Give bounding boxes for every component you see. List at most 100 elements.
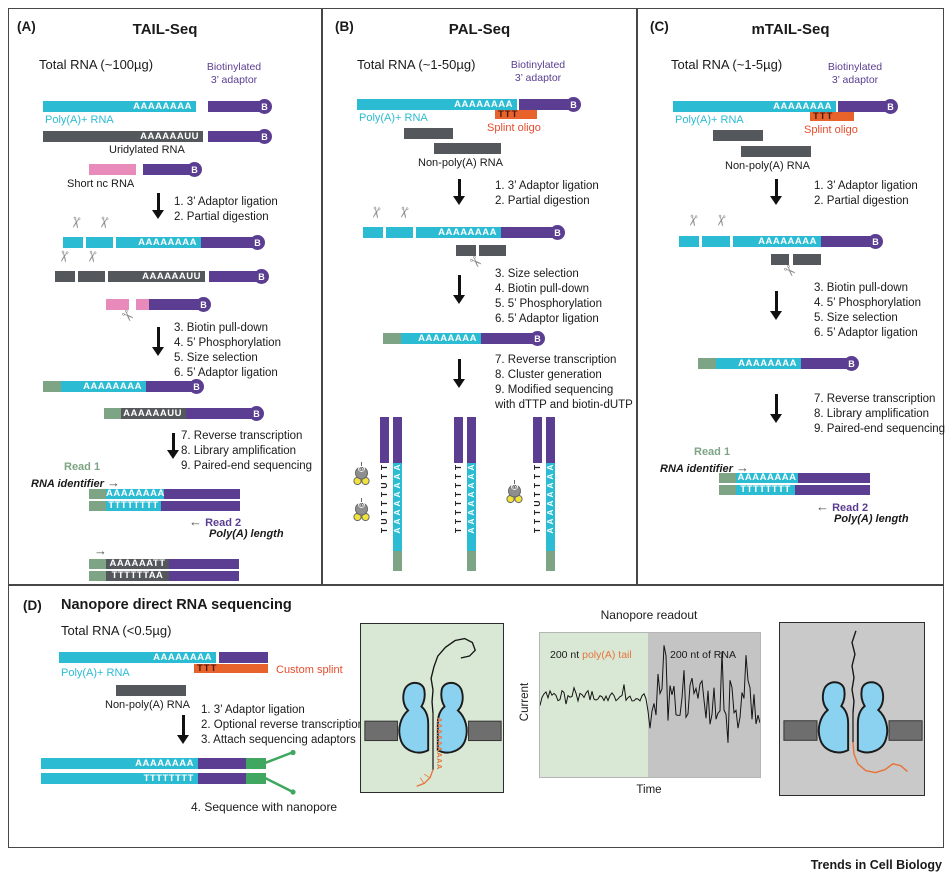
nanopore-exit-svg (783, 630, 923, 774)
readout-title: Nanopore readout (600, 608, 698, 622)
read1-label: Read 1 (64, 461, 101, 473)
adaptor-fork (265, 750, 296, 795)
nanopore-entry-svg: AAAAAAAAA (364, 624, 502, 787)
panel-d: (D) Nanopore direct RNA sequencing Total… (8, 585, 944, 848)
rna-fragment-bar: AAAAAAAA (733, 236, 821, 247)
read-pair-bar (798, 473, 870, 483)
polya-region (540, 633, 648, 777)
rna-fragment-bar: AAAAAAAA (416, 227, 501, 238)
down-arrow (770, 179, 783, 205)
custom-splint-bar: TTT (194, 663, 268, 673)
biotin-circle: B (257, 129, 272, 144)
biotin-circle: B (254, 269, 269, 284)
down-arrow (453, 359, 466, 388)
five-prime-adaptor-bar (698, 358, 716, 369)
scissors-icon: ✂ (365, 204, 385, 221)
adaptor-bar (198, 773, 246, 784)
svg-text:B: B (360, 503, 366, 507)
steps-3-6: 3. Biotin pull-down 4. 5’ Phosphorylation… (174, 322, 281, 379)
panel-d-input-amount: Total RNA (<0.5µg) (61, 623, 172, 638)
non-polya-rna-bar (713, 130, 763, 141)
sequencing-adaptor-bar (246, 773, 266, 784)
splint-oligo-bar: TTT (495, 109, 537, 119)
scissors-icon: ✂ (393, 204, 413, 221)
steps-1-2: 1. 3’ Adaptor ligation 2. Partial digesti… (174, 196, 278, 223)
steps-7-9: 7. Reverse transcription 8. Cluster gener… (495, 354, 633, 411)
step-4: 4. Sequence with nanopore (191, 800, 338, 814)
ds-rna-bar: AAAAAAAA (41, 758, 198, 769)
biotin-circle: B (883, 99, 898, 114)
polya-rna-label: Poly(A)+ RNA (45, 114, 114, 126)
down-arrow (453, 179, 466, 205)
journal-name: Trends in Cell Biology (810, 858, 942, 872)
biotinylated-adaptor-label: Biotinylated 3’ adaptor (827, 61, 883, 86)
down-arrow (453, 275, 466, 304)
adaptor-bar (519, 99, 571, 110)
biotin-circle: B (550, 225, 565, 240)
polya-rna-label: Poly(A)+ RNA (675, 114, 744, 126)
five-prime-adaptor-bar (43, 381, 61, 392)
biotin-circle: B (844, 356, 859, 371)
polya-rna-bar: AAAAAAAA (673, 101, 836, 112)
polya-region-label: 200 nt poly(A) tail (550, 649, 632, 661)
panel-a-title: TAIL-Seq (132, 21, 198, 38)
down-arrow (770, 291, 783, 320)
read-pair-bar: AAAAAAAA (736, 472, 798, 483)
adaptor-bar (219, 652, 268, 663)
steps-1-2: 1. 3’ Adaptor ligation 2. Partial digesti… (814, 180, 918, 207)
down-arrow (177, 715, 190, 744)
down-arrow (770, 394, 783, 423)
read-pair-bar (89, 501, 106, 511)
panel-d-title: Nanopore direct RNA sequencing (61, 597, 292, 613)
read-pair-bar: TTTTTTAA (106, 571, 169, 581)
scissors-icon: ✂ (710, 212, 730, 229)
svg-text:B: B (513, 485, 519, 489)
rna-fragment-bar (679, 236, 699, 247)
rna-region-label: 200 nt of RNA (670, 649, 736, 661)
nanopore-exit-illustration (779, 622, 925, 796)
down-arrow (167, 433, 180, 459)
read-pair-bar: AAAAAAAA (106, 488, 165, 499)
read-pair-bar (169, 559, 239, 569)
rna-fragment-bar (86, 237, 113, 248)
x-axis-label: Time (636, 784, 662, 796)
rna-fragment-bar (702, 236, 730, 247)
panel-d-label: (D) (23, 598, 42, 613)
short-nc-rna-bar (89, 164, 136, 175)
read-pair-bar: TTTTTTTT (736, 485, 795, 495)
polya-rna-bar: AAAAAAAA (716, 358, 801, 369)
rna-fragment-bar (386, 227, 413, 238)
biotinylated-adaptor-label: Biotinylated 3’ adaptor (206, 61, 262, 86)
adaptor-bar (208, 101, 262, 112)
panel-c: (C) mTAIL-Seq Total RNA (~1-5µg) Biotiny… (637, 8, 945, 585)
rna-fragment-bar (106, 299, 129, 310)
streptavidin-biotin-icon: B (353, 462, 370, 486)
rna-identifier-label: RNA identifier → (660, 460, 749, 475)
svg-text:AAAAAAAAA: AAAAAAAAA (435, 717, 444, 770)
read2-label: ← Read 2 (816, 499, 869, 514)
rna-fragment-bar (78, 271, 105, 282)
panel-b-label: (B) (335, 19, 354, 34)
rna-fragment-bar (55, 271, 75, 282)
polya-rna-bar: AAAAAAAA (401, 333, 481, 344)
panel-b: (B) PAL-Seq Total RNA (~1-50µg) Biotinyl… (322, 8, 637, 585)
panel-a-input-amount: Total RNA (~100µg) (39, 57, 154, 72)
read-pair-bar (795, 485, 870, 495)
streptavidin-biotin-icon: B (353, 498, 370, 522)
rna-identifier-label: RNA identifier → (31, 475, 120, 490)
right-arrow: → (736, 460, 749, 475)
right-arrow: → (94, 543, 107, 558)
rna-fragment-bar (771, 254, 789, 265)
five-prime-adaptor-bar (383, 333, 401, 344)
custom-splint-label: Custom splint (276, 664, 343, 676)
adaptor-bar (186, 408, 254, 419)
biotin-circle: B (868, 234, 883, 249)
scissors-icon: ✂ (65, 214, 85, 231)
steps-1-2: 1. 3’ Adaptor ligation 2. Partial digesti… (495, 180, 599, 207)
steps-3-6: 3. Biotin pull-down 4. 5’ Phosphorylation… (814, 282, 921, 339)
